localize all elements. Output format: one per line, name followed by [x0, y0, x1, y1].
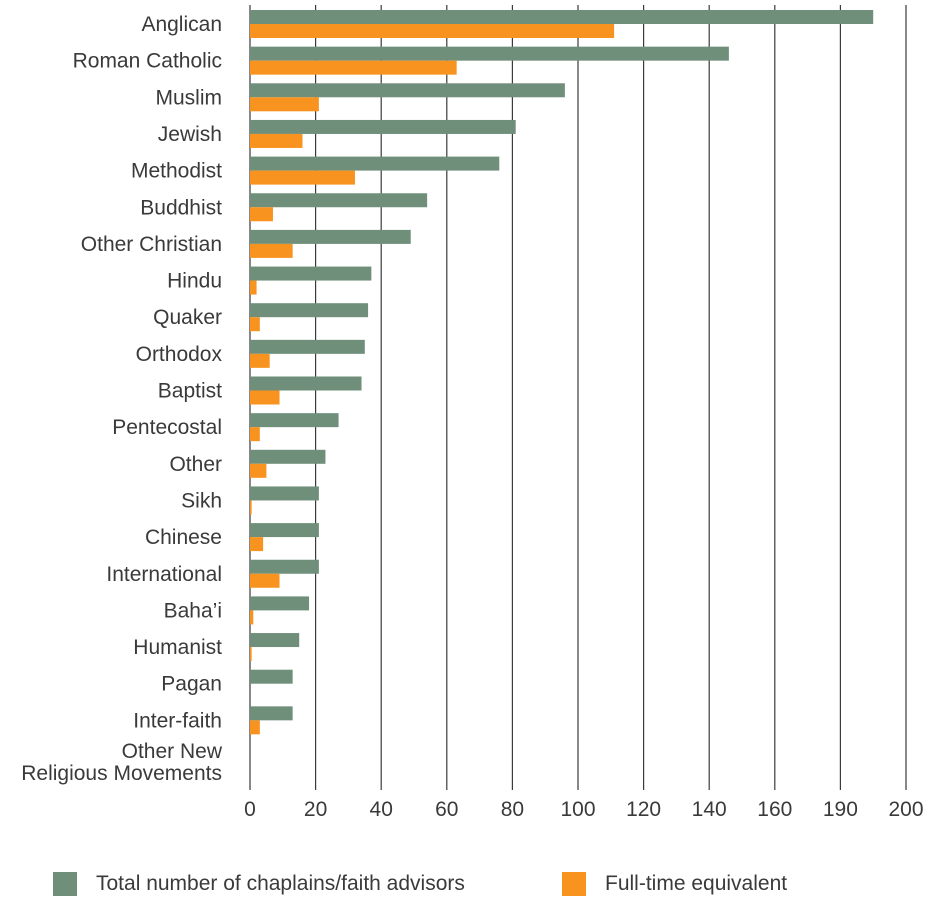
x-tick-label: 190	[823, 798, 858, 821]
category-label: International	[106, 563, 222, 586]
category-label: Orthodox	[136, 343, 223, 366]
bar-total	[250, 303, 369, 318]
bar-total	[250, 266, 372, 281]
bar-total	[250, 523, 319, 538]
category-label: Baha’i	[164, 599, 222, 622]
category-label: Inter-faith	[133, 709, 222, 732]
bar-fte	[250, 280, 257, 295]
bar-total	[250, 119, 516, 134]
category-label: Baptist	[158, 380, 222, 403]
bar-fte	[250, 500, 252, 515]
bar-fte	[250, 97, 319, 112]
bar-fte	[250, 537, 264, 552]
bar-chart: Anglican Roman Catholic Muslim Jewish Method…	[21, 5, 924, 821]
bar-fte	[250, 720, 260, 735]
category-label: Other New Religious Movements	[21, 740, 223, 785]
legend-item-fte: Full-time equivalent	[562, 872, 787, 896]
bar-total	[250, 706, 293, 721]
category-label: Other	[169, 453, 222, 476]
bar-fte	[250, 60, 457, 75]
bar-fte	[250, 463, 267, 478]
legend-swatch-fte	[562, 872, 586, 896]
legend: Total number of chaplains/faith advisors…	[0, 872, 929, 912]
bar-total	[250, 193, 428, 208]
x-tick-label: 20	[304, 798, 327, 821]
category-labels: Anglican Roman Catholic Muslim Jewish Method…	[21, 13, 223, 785]
bar-total	[250, 486, 319, 501]
x-tick-label: 120	[626, 798, 661, 821]
x-tick-label: 80	[501, 798, 524, 821]
bar-fte	[250, 317, 260, 332]
bar-total	[250, 559, 319, 574]
bar-fte	[250, 647, 252, 662]
bar-total	[250, 596, 310, 611]
bar-total	[250, 156, 500, 171]
bar-fte	[250, 610, 254, 625]
category-label: Pagan	[161, 673, 222, 696]
category-label: Buddhist	[140, 196, 222, 219]
legend-item-total: Total number of chaplains/faith advisors	[53, 872, 465, 896]
bar-total	[250, 339, 365, 354]
x-tick-label: 200	[888, 798, 923, 821]
x-tick-label: 40	[370, 798, 393, 821]
bar-fte	[250, 390, 280, 405]
bar-total	[250, 633, 300, 648]
bar-fte	[250, 207, 273, 222]
category-label: Anglican	[141, 13, 222, 36]
bar-total	[250, 669, 293, 684]
bar-fte	[250, 170, 355, 185]
bar-fte	[250, 24, 615, 38]
category-label: Other Christian	[81, 233, 222, 256]
x-tick-label: 100	[560, 798, 595, 821]
legend-label-total: Total number of chaplains/faith advisors	[96, 872, 465, 895]
bar-total	[250, 10, 874, 24]
category-label: Quaker	[153, 306, 222, 329]
category-label: Roman Catholic	[73, 50, 222, 73]
bar-total	[250, 376, 362, 391]
category-label: Humanist	[133, 636, 222, 659]
bar-total	[250, 449, 326, 464]
category-label: Muslim	[156, 86, 223, 109]
category-label: Sikh	[181, 489, 222, 512]
x-tick-label: 60	[435, 798, 458, 821]
x-tick-label: 160	[757, 798, 792, 821]
category-label: Hindu	[167, 270, 222, 293]
bar-fte	[250, 133, 303, 148]
bar-fte	[250, 353, 270, 368]
bar-total	[250, 413, 339, 428]
bars	[250, 10, 874, 735]
legend-label-fte: Full-time equivalent	[605, 872, 788, 895]
bar-fte	[250, 243, 293, 258]
category-label: Methodist	[131, 160, 222, 183]
legend-swatch-total	[53, 872, 77, 896]
bar-fte	[250, 573, 280, 588]
bar-total	[250, 46, 729, 61]
x-tick-labels: 0 20 40 60 80 100 120 140 160 190 200	[244, 798, 923, 821]
category-label: Chinese	[145, 526, 222, 549]
bar-fte	[250, 427, 260, 442]
category-label: Jewish	[158, 123, 222, 146]
x-tick-label: 140	[692, 798, 727, 821]
bar-total	[250, 83, 565, 98]
category-label: Pentecostal	[112, 416, 222, 439]
bar-total	[250, 229, 411, 244]
x-tick-label: 0	[244, 798, 256, 821]
